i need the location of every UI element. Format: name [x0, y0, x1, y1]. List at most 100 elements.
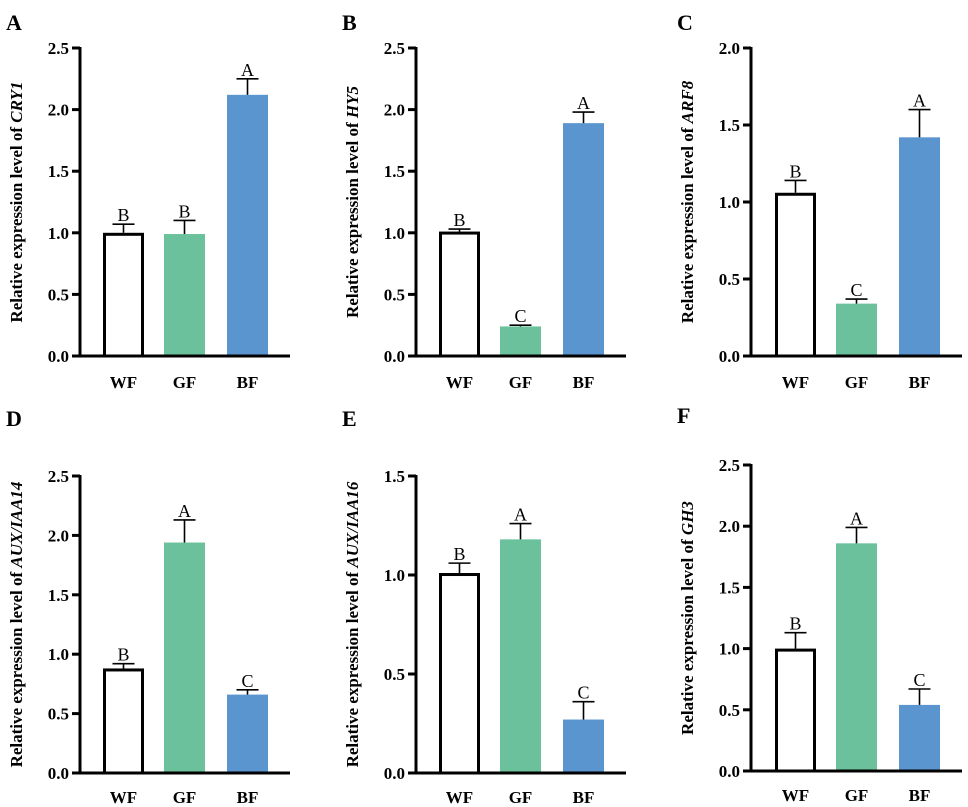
y-tick-label: 2.5 [48, 467, 69, 486]
y-tick-label: 2.0 [48, 526, 69, 545]
y-axis-label: Relative expression level of GH3 [678, 501, 697, 735]
bar-gf [164, 542, 205, 773]
x-tick-label: WF [446, 788, 473, 807]
panel-f: F Relative expression level of GH3 B WF A GF C… [677, 403, 962, 805]
y-axis-label: Relative expression level of CRY1 [7, 81, 26, 322]
y-axis-label-gene: CRY1 [7, 81, 26, 122]
bar-wf [103, 232, 144, 358]
bar-gf [164, 234, 205, 356]
y-tick-label: 1.0 [384, 566, 405, 585]
x-tick-label: BF [909, 786, 931, 805]
x-tick-label: BF [573, 373, 595, 392]
bar-gf [836, 303, 877, 356]
significance-label: B [117, 205, 129, 225]
x-tick-label: GF [845, 373, 869, 392]
x-tick-label: WF [446, 373, 473, 392]
x-tick-label: WF [782, 373, 809, 392]
significance-label: C [241, 671, 253, 691]
x-tick-label: GF [509, 788, 533, 807]
x-tick-label: WF [110, 373, 137, 392]
significance-label: B [789, 614, 801, 634]
bar-wf [439, 231, 480, 358]
panel-c: C Relative expression level of ARF8 B WF C GF… [677, 10, 962, 392]
panel-letter: D [6, 406, 22, 431]
y-axis-label-gene: ARF8 [678, 80, 697, 124]
y-tick-label: 1.0 [719, 640, 740, 659]
panel-letter: C [677, 10, 693, 35]
y-axis-label-gene: GH3 [678, 501, 697, 536]
x-tick-label: GF [173, 788, 197, 807]
significance-label: C [577, 683, 589, 703]
y-axis-label: Relative expression level of AUX/IAA14 [7, 482, 26, 768]
y-axis-label-gene: AUX/IAA16 [343, 481, 362, 568]
x-tick-label: WF [782, 786, 809, 805]
y-tick-label: 0.5 [719, 701, 740, 720]
bar-wf [775, 648, 816, 773]
y-axis-label-prefix: Relative expression level of [678, 535, 697, 735]
significance-label: A [850, 508, 863, 528]
x-tick-label: GF [845, 786, 869, 805]
bar-bf [227, 94, 268, 356]
x-tick-label: GF [509, 373, 533, 392]
significance-label: A [577, 93, 590, 113]
y-tick-label: 2.0 [719, 39, 740, 58]
y-axis-label-prefix: Relative expression level of [678, 123, 697, 323]
significance-label: C [913, 670, 925, 690]
bar-bf [227, 694, 268, 773]
y-axis-label: Relative expression level of HY5 [343, 86, 362, 318]
panel-letter: F [677, 403, 690, 428]
panel-letter: B [342, 10, 357, 35]
y-tick-label: 2.0 [384, 101, 405, 120]
y-axis-label: Relative expression level of AUX/IAA16 [343, 481, 362, 767]
bar-bf [899, 704, 940, 771]
significance-label: C [514, 306, 526, 326]
y-tick-label: 2.5 [48, 39, 69, 58]
y-tick-label: 2.5 [719, 456, 740, 475]
significance-label: B [453, 544, 465, 564]
x-tick-label: WF [110, 788, 137, 807]
bar-bf [899, 137, 940, 356]
y-tick-label: 1.5 [384, 162, 405, 181]
y-tick-label: 1.0 [719, 193, 740, 212]
panel-e: E Relative expression level of AUX/IAA16 B… [342, 406, 626, 807]
significance-label: B [117, 645, 129, 665]
x-tick-label: BF [573, 788, 595, 807]
y-tick-label: 0.5 [48, 285, 69, 304]
y-axis-label-gene: AUX/IAA14 [7, 482, 26, 569]
y-tick-label: 1.5 [48, 162, 69, 181]
y-tick-label: 0.0 [719, 347, 740, 366]
bar-bf [563, 719, 604, 773]
y-axis-label-prefix: Relative expression level of [7, 568, 26, 768]
y-tick-label: 1.0 [384, 224, 405, 243]
y-tick-label: 0.0 [48, 347, 69, 366]
significance-label: B [789, 161, 801, 181]
y-tick-label: 1.5 [48, 586, 69, 605]
y-tick-label: 2.5 [384, 39, 405, 58]
y-tick-label: 2.0 [48, 101, 69, 120]
y-tick-label: 1.5 [719, 578, 740, 597]
y-tick-label: 2.0 [719, 517, 740, 536]
y-tick-label: 0.0 [384, 347, 405, 366]
y-axis-label-prefix: Relative expression level of [7, 123, 26, 323]
panel-letter: A [6, 10, 22, 35]
y-tick-label: 0.0 [48, 764, 69, 783]
significance-label: B [453, 210, 465, 230]
y-axis-label-prefix: Relative expression level of [343, 118, 362, 318]
significance-label: B [178, 201, 190, 221]
bar-gf [500, 326, 541, 356]
panel-a: A Relative expression level of CRY1 B WF B GF… [6, 10, 290, 392]
significance-label: A [178, 501, 191, 521]
bar-wf [775, 192, 816, 358]
x-tick-label: BF [909, 373, 931, 392]
x-tick-label: BF [237, 788, 259, 807]
significance-label: A [514, 505, 527, 525]
y-tick-label: 1.0 [48, 224, 69, 243]
y-tick-label: 0.0 [384, 764, 405, 783]
y-tick-label: 1.5 [719, 116, 740, 135]
significance-label: C [850, 280, 862, 300]
y-tick-label: 0.5 [384, 665, 405, 684]
panel-letter: E [342, 406, 357, 431]
y-tick-label: 1.5 [384, 467, 405, 486]
y-tick-label: 1.0 [48, 645, 69, 664]
significance-label: A [913, 91, 926, 111]
